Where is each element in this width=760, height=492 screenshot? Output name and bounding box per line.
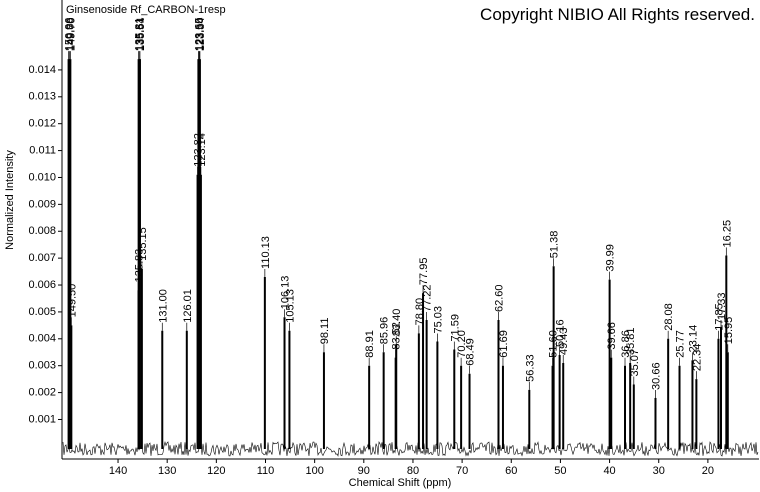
peak-label: 110.13 xyxy=(260,236,272,269)
x-tick-label: 140 xyxy=(109,465,127,477)
peak-label: 50.16 xyxy=(555,319,567,347)
peak-label: 135.81 xyxy=(134,18,146,52)
y-tick-label: 0.003 xyxy=(28,360,56,372)
y-tick-label: 0.013 xyxy=(28,91,56,103)
x-axis-title: Chemical Shift (ppm) xyxy=(349,477,452,489)
peak-label: 135.15 xyxy=(137,227,149,261)
y-tick-label: 0.012 xyxy=(28,118,56,130)
peak-label: 149.50 xyxy=(66,284,78,318)
peak-label: 126.01 xyxy=(182,289,194,323)
peak-label: 105.13 xyxy=(284,289,296,323)
x-tick-label: 60 xyxy=(505,465,517,477)
peak-label: 135.54 xyxy=(135,18,147,52)
peak-label: 36.86 xyxy=(620,330,632,358)
peak-label: 35.07 xyxy=(629,349,641,377)
peak-label: 51.38 xyxy=(549,231,561,259)
peak-label: 17.85 xyxy=(713,303,725,331)
peak-label: 22.34 xyxy=(691,344,703,372)
peak-label: 49.43 xyxy=(558,327,570,355)
peak-label: 149.70 xyxy=(65,18,77,52)
peak-label: 25.77 xyxy=(675,330,687,358)
peak-label: 150.06 xyxy=(64,18,76,52)
x-tick-label: 50 xyxy=(554,465,566,477)
x-tick-label: 20 xyxy=(702,465,714,477)
x-tick-label: 130 xyxy=(158,465,176,477)
peak-label: 106.13 xyxy=(280,276,292,310)
peak-label: 88.91 xyxy=(364,330,376,358)
x-tick-label: 30 xyxy=(653,465,665,477)
y-tick-label: 0.007 xyxy=(28,252,56,264)
peak-label: 15.95 xyxy=(723,317,735,345)
y-tick-label: 0.014 xyxy=(28,64,56,76)
peak-label: 123.50 xyxy=(194,18,206,52)
peak-label: 70.20 xyxy=(456,330,468,358)
y-tick-label: 0.011 xyxy=(29,144,56,156)
peak-label: 149.88 xyxy=(64,18,76,52)
peak-label: 123.65 xyxy=(193,18,205,52)
peak-label: 135.61 xyxy=(135,18,147,52)
y-tick-label: 0.008 xyxy=(28,225,56,237)
chart-title: Ginsenoside Rf_CARBON-1resp xyxy=(66,4,226,16)
y-tick-label: 0.005 xyxy=(28,306,56,318)
peak-label: 68.49 xyxy=(465,338,477,366)
peak-label: 98.11 xyxy=(319,318,331,345)
x-tick-label: 100 xyxy=(305,465,323,477)
peak-label: 35.81 xyxy=(625,327,637,355)
peak-label: 28.08 xyxy=(663,303,675,331)
copyright: Copyright NIBIO All Rights reserved. xyxy=(480,5,755,24)
peak-label: 123.14 xyxy=(196,133,208,167)
x-tick-label: 70 xyxy=(456,465,468,477)
peak-label: 83.52 xyxy=(391,322,403,350)
peak-label: 56.33 xyxy=(524,354,536,382)
peak-label: 62.60 xyxy=(493,284,505,312)
y-tick-label: 0.009 xyxy=(28,198,56,210)
peak-label: 16.25 xyxy=(721,220,733,248)
peak-label: 30.66 xyxy=(650,362,662,390)
peak-label: 61.69 xyxy=(498,330,510,358)
y-tick-label: 0.001 xyxy=(28,413,56,425)
x-tick-label: 90 xyxy=(358,465,370,477)
peak-label: 23.14 xyxy=(687,325,699,353)
x-tick-label: 40 xyxy=(603,465,615,477)
peak-label: 17.33 xyxy=(716,293,728,321)
y-tick-label: 0.002 xyxy=(28,386,56,398)
peak-label: 77.95 xyxy=(418,258,430,286)
baseline-noise xyxy=(62,440,759,457)
peak-label: 39.66 xyxy=(606,322,618,350)
y-tick-label: 0.004 xyxy=(28,333,56,345)
peak-label: 75.03 xyxy=(432,306,444,334)
x-tick-label: 80 xyxy=(407,465,419,477)
peak-label: 77.22 xyxy=(422,284,434,312)
y-tick-label: 0.010 xyxy=(28,171,56,183)
peak-label: 71.59 xyxy=(449,314,461,342)
peak-label: 85.96 xyxy=(379,317,391,345)
x-tick-label: 110 xyxy=(257,465,275,477)
peak-label: 123.34 xyxy=(195,18,207,52)
peak-label: 83.40 xyxy=(391,309,403,337)
peak-label: 39.99 xyxy=(605,244,617,272)
peak-label: 131.00 xyxy=(157,289,169,323)
y-tick-label: 0.006 xyxy=(28,279,56,291)
x-tick-label: 120 xyxy=(207,465,225,477)
y-axis-title: Normalized Intensity xyxy=(4,150,16,250)
